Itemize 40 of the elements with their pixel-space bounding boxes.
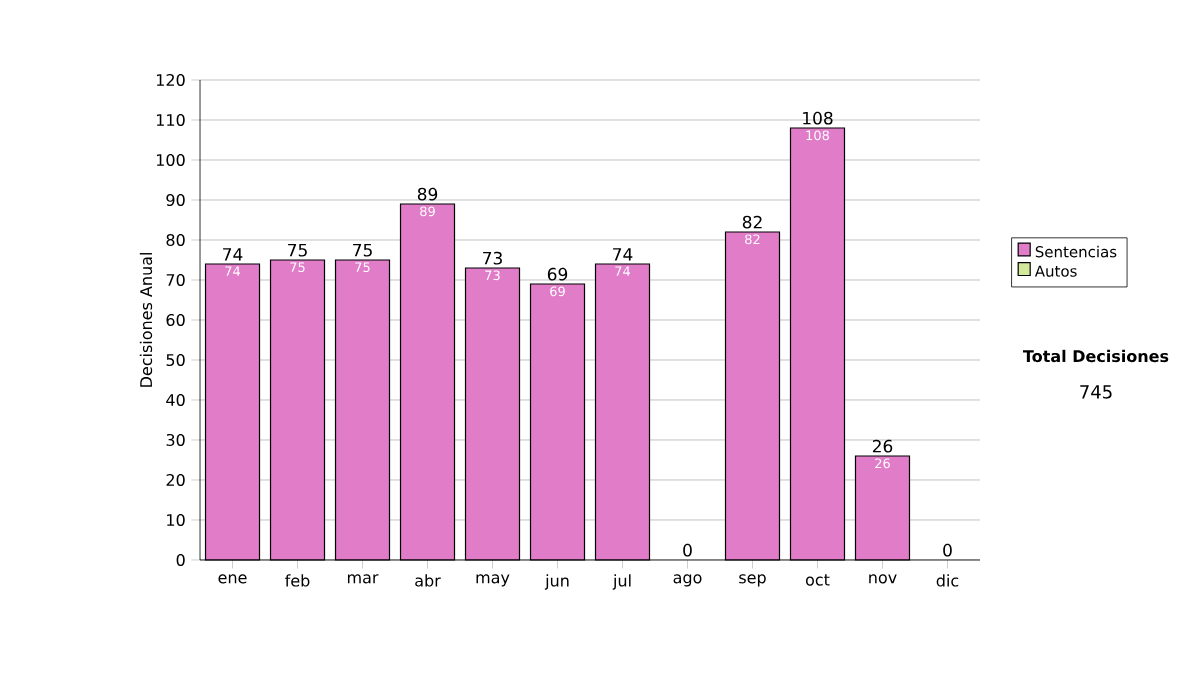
x-tick-label: jul — [612, 574, 631, 590]
text: Total Decisiones — [1022, 349, 1169, 363]
x-tick-label: may — [476, 574, 510, 587]
y-tick-label: 120 — [156, 73, 185, 87]
total-label: 26 — [872, 439, 893, 453]
y-axis-title: Decisiones Anual — [139, 253, 153, 387]
y-tick-label: 90 — [166, 193, 185, 207]
x-tick-label: abr — [415, 574, 441, 587]
x-tick-label: jun — [544, 574, 569, 590]
y-tick-label: 10 — [167, 513, 185, 527]
x-tick-label: feb — [285, 574, 310, 587]
total-label: 75 — [288, 243, 307, 257]
y-tick-label: 50 — [166, 353, 185, 367]
total-label: 89 — [417, 187, 438, 201]
y-tick-label: 40 — [166, 393, 185, 407]
y-tick-label: 100 — [156, 153, 185, 167]
total-label: 74 — [613, 248, 633, 261]
total-label: 82 — [742, 215, 762, 229]
y-tick-label: 110 — [156, 113, 185, 127]
x-tick-label: dic — [936, 574, 959, 587]
x-tick-label: nov — [869, 574, 897, 584]
x-tick-label: mar — [347, 574, 379, 584]
x-tick-label: ene — [218, 574, 247, 584]
y-tick-label: 20 — [166, 473, 185, 487]
y-tick-label: 60 — [166, 313, 185, 327]
y-tick-label: 0 — [176, 553, 185, 567]
y-tick-label: 70 — [166, 273, 185, 287]
text: 745 — [1080, 385, 1112, 399]
total-label: 73 — [483, 251, 502, 265]
total-label: 108 — [803, 111, 833, 125]
total-label: 74 — [223, 248, 243, 261]
total-label: 75 — [353, 243, 372, 257]
y-tick-label: 30 — [166, 433, 185, 447]
x-tick-label: ago — [673, 574, 702, 587]
total-label: 69 — [547, 267, 568, 281]
x-tick-label: oct — [805, 574, 830, 586]
total-label: 0 — [943, 543, 952, 557]
y-tick-label: 80 — [166, 233, 185, 247]
total-label: 0 — [683, 543, 692, 557]
x-tick-label: sep — [739, 574, 766, 587]
